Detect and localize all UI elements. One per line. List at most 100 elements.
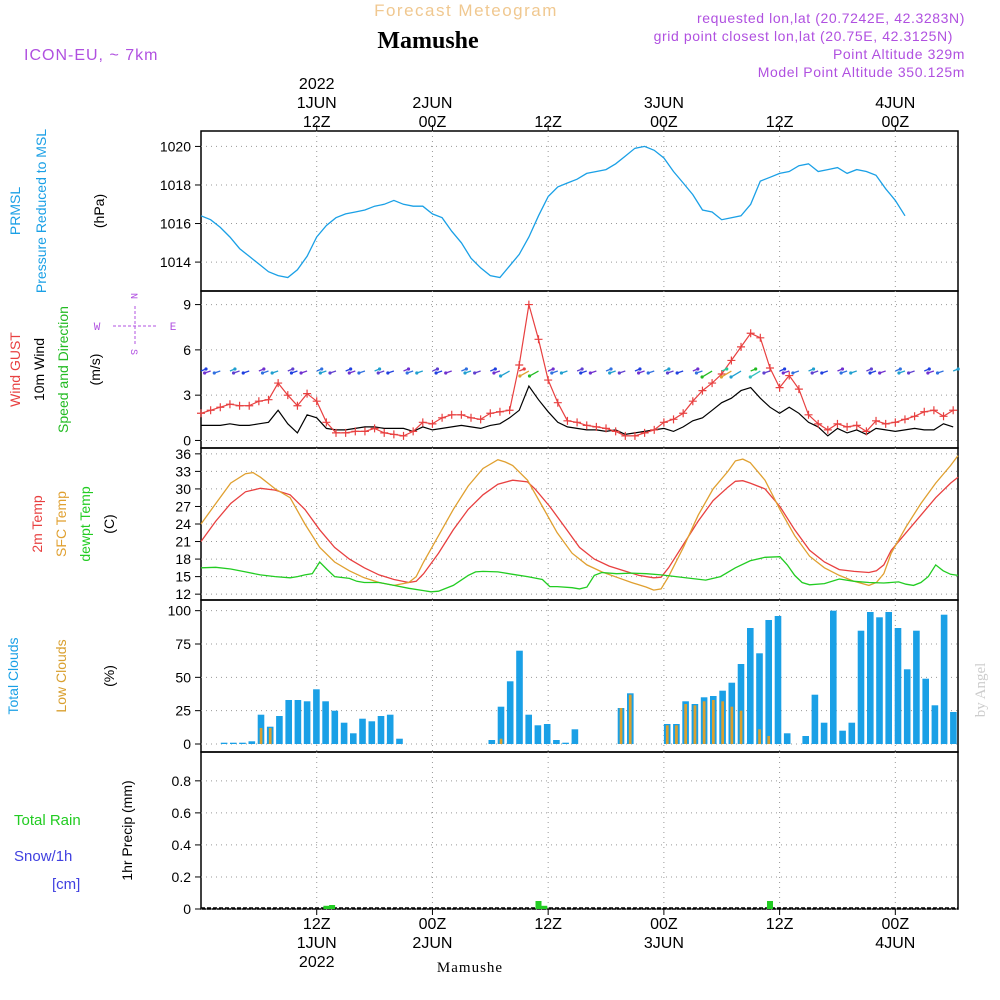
- wind-direction-arrowhead: [588, 371, 592, 375]
- chart-subtitle: Forecast Meteogram: [374, 1, 558, 20]
- panel-frame: [200, 130, 959, 292]
- wind-direction-arrowhead: [748, 375, 752, 379]
- time-label: 12Z: [303, 114, 331, 131]
- wind-direction-arrowhead: [377, 367, 382, 371]
- tick-label: 9: [183, 297, 191, 313]
- gust-marker: [264, 395, 273, 404]
- bar-total-clouds: [737, 664, 745, 744]
- bar-total-clouds: [903, 669, 911, 744]
- bar-total-clouds: [894, 628, 902, 744]
- wind-direction-arrowhead: [493, 367, 497, 371]
- wind-direction-arrowhead: [869, 367, 873, 371]
- y-label-snow-unit: [cm]: [52, 876, 80, 893]
- bar-total-clouds: [303, 701, 311, 744]
- series-line-prmsl: [200, 145, 906, 279]
- wind-direction-arrowhead: [434, 371, 438, 375]
- gust-marker: [592, 422, 601, 431]
- wind-direction-arrowhead: [608, 371, 612, 375]
- gust-marker: [611, 427, 620, 436]
- gust-marker: [235, 401, 244, 410]
- gust-marker: [891, 418, 900, 427]
- wind-direction-arrowhead: [492, 371, 496, 375]
- bar-total-clouds: [377, 716, 385, 744]
- wind-direction-arrowhead: [849, 371, 853, 375]
- tick-label: 0.8: [172, 773, 192, 789]
- time-label: 1JUN: [297, 95, 337, 112]
- gust-marker: [708, 379, 717, 388]
- time-label: 1JUN: [297, 935, 337, 952]
- gust-marker: [438, 413, 447, 422]
- tick-label: 12: [175, 586, 191, 602]
- bar-low-clouds: [739, 710, 743, 744]
- gust-marker: [939, 412, 948, 421]
- gust-marker: [312, 397, 321, 406]
- gust-marker: [254, 397, 263, 406]
- wind-direction-arrowhead: [868, 371, 872, 375]
- y-label-unit: (%): [101, 665, 117, 687]
- wind-direction-arrowhead: [270, 371, 274, 375]
- bar-total-clouds: [313, 689, 320, 744]
- wind-direction-arrowhead: [527, 374, 532, 378]
- wind-direction-arrowhead: [203, 371, 207, 375]
- tick-label: 21: [175, 534, 191, 550]
- wind-direction-arrowhead: [444, 371, 448, 375]
- wind-direction-arrowhead: [617, 371, 621, 375]
- gust-marker: [630, 431, 639, 440]
- wind-direction-arrowhead: [781, 371, 785, 375]
- time-axis-bottom: 12Z 1JUN 2022 00Z 2JUN 12Z 00Z 3JUN 12Z 00Z 4JUN: [297, 909, 915, 971]
- wind-direction-arrowhead: [498, 374, 503, 378]
- gust-marker: [389, 430, 398, 439]
- requested-coords: requested lon,lat (20.7242E, 42.3283N): [697, 10, 965, 26]
- gust-marker: [332, 428, 341, 437]
- time-label: 00Z: [650, 114, 678, 131]
- time-label: 00Z: [882, 114, 910, 131]
- y-label-total-clouds: Total Clouds: [5, 637, 21, 714]
- wind-direction-arrowhead: [820, 371, 824, 375]
- bar-total-clouds: [950, 712, 957, 744]
- wind-direction-arrowhead: [956, 367, 960, 371]
- gust-marker: [476, 415, 485, 424]
- wind-direction-arrowhead: [609, 367, 613, 371]
- wind-direction-arrowhead: [675, 371, 679, 375]
- series-line-t2m: [200, 476, 959, 584]
- gust-marker: [563, 416, 572, 425]
- time-axis-top: 2022 1JUN 12Z 2JUN 00Z 12Z 3JUN 00Z 12Z 4JUN 00Z: [297, 76, 915, 131]
- gust-marker: [322, 418, 331, 427]
- time-label: 4JUN: [875, 95, 915, 112]
- y-label-wind: 10m Wind: [31, 338, 47, 401]
- model-label: ICON-EU, ~ 7km: [24, 47, 158, 64]
- bar-total-clouds: [516, 650, 523, 744]
- bar-total-clouds: [765, 620, 772, 744]
- panel-frame: [200, 751, 959, 910]
- compass-west: W: [94, 322, 101, 334]
- wind-direction-arrowhead: [328, 371, 332, 375]
- bar-total-clouds: [368, 721, 376, 744]
- bar-total-clouds: [830, 610, 837, 744]
- wind-direction-arrowhead: [376, 371, 380, 375]
- wind-direction-arrowhead: [518, 374, 522, 378]
- bar-total-clouds: [285, 700, 292, 744]
- time-label: 12Z: [534, 916, 562, 933]
- bar-low-clouds: [619, 708, 623, 744]
- bar-total-clouds: [553, 740, 560, 744]
- gust-marker: [216, 403, 225, 412]
- wind-direction-arrowhead: [811, 367, 816, 371]
- gust-marker: [360, 427, 369, 436]
- tick-label: 0.6: [172, 805, 192, 821]
- bar-total-clouds: [359, 718, 366, 744]
- wind-direction-arrowhead: [935, 371, 940, 375]
- panel-pressure: 1014 1016 1018 1020 PRMSL Pressure Reduced to…: [7, 129, 959, 293]
- time-label: 2022: [299, 76, 335, 93]
- panels: 1014 1016 1018 1020 PRMSL Pressure Reduced to…: [5, 129, 960, 917]
- grid-point-coords: grid point closest lon,lat (20.75E, 42.3…: [654, 28, 953, 44]
- gust-marker: [495, 407, 504, 416]
- bar-total-clouds: [857, 630, 865, 744]
- time-label: 2022: [299, 954, 335, 971]
- gust-marker: [621, 431, 630, 440]
- gust-marker: [746, 329, 755, 338]
- wind-direction-arrowhead: [386, 371, 390, 375]
- gust-marker: [920, 407, 929, 416]
- bar-low-clouds: [675, 725, 678, 744]
- wind-direction-arrowhead: [551, 367, 555, 371]
